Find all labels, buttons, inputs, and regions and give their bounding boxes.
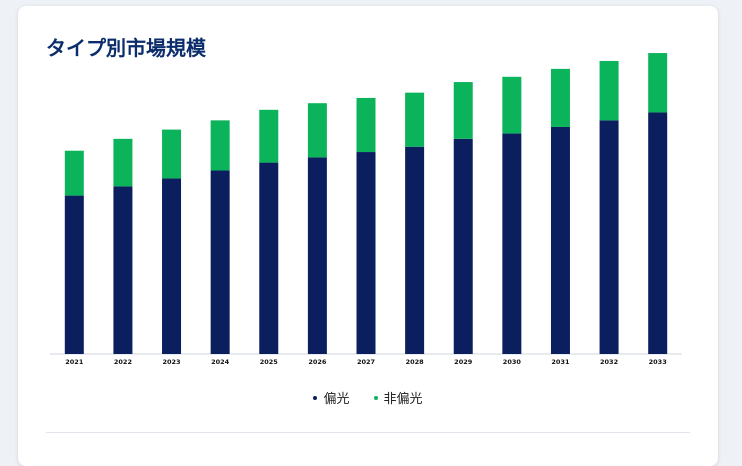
- x-tick-label-2024: 2024: [211, 358, 230, 366]
- legend-marker-polarized: [313, 395, 318, 400]
- bar-non-polarized-2023[interactable]: [162, 129, 182, 179]
- bar-non-polarized-2026[interactable]: [307, 103, 327, 158]
- bar-non-polarized-2022[interactable]: [113, 138, 133, 187]
- bar-polarized-2027[interactable]: [356, 152, 376, 354]
- bar-polarized-2022[interactable]: [113, 186, 133, 354]
- x-tick-label-2028: 2028: [406, 358, 425, 366]
- bar-non-polarized-2030[interactable]: [502, 76, 522, 134]
- x-tick-label-2029: 2029: [454, 358, 473, 366]
- bar-non-polarized-2021[interactable]: [64, 150, 84, 196]
- bar-polarized-2024[interactable]: [210, 170, 230, 354]
- bar-non-polarized-2031[interactable]: [550, 68, 570, 127]
- bar-non-polarized-2033[interactable]: [648, 53, 668, 113]
- chart-title: タイプ別市場規模: [46, 36, 206, 60]
- bar-polarized-2026[interactable]: [307, 157, 327, 354]
- bar-polarized-2032[interactable]: [599, 120, 619, 354]
- chart-legend: 偏光 非偏光: [18, 388, 718, 407]
- bar-chart: 2021 2022 2023 2024 2025 2026 2027 2028 2029 2030…: [50, 53, 682, 366]
- bar-polarized-2025[interactable]: [259, 162, 279, 354]
- bar-non-polarized-2027[interactable]: [356, 97, 376, 153]
- x-tick-label-2021: 2021: [65, 358, 84, 366]
- legend-label-polarized: 偏光: [323, 392, 350, 407]
- x-tick-label-2033: 2033: [649, 358, 667, 366]
- chart-card: タイプ別市場規模 2021 2022 2023 2024 2025 2026 2027 202…: [18, 6, 718, 466]
- legend-item-non-polarized[interactable]: 非偏光: [373, 388, 423, 407]
- bar-non-polarized-2032[interactable]: [599, 60, 619, 121]
- legend-label-non-polarized: 非偏光: [383, 392, 423, 407]
- x-tick-label-2031: 2031: [551, 358, 570, 366]
- x-tick-label-2032: 2032: [600, 358, 618, 366]
- bar-polarized-2023[interactable]: [162, 178, 182, 354]
- x-tick-label-2022: 2022: [114, 358, 132, 366]
- bar-non-polarized-2028[interactable]: [405, 92, 425, 147]
- bar-non-polarized-2029[interactable]: [453, 82, 473, 139]
- legend-marker-non-polarized: [373, 395, 378, 400]
- x-tick-label-2030: 2030: [503, 358, 522, 366]
- bar-polarized-2031[interactable]: [550, 126, 570, 355]
- bar-polarized-2033[interactable]: [648, 112, 668, 354]
- bar-polarized-2021[interactable]: [64, 195, 84, 354]
- x-tick-label-2027: 2027: [357, 358, 375, 366]
- card-divider: [46, 432, 690, 433]
- bar-polarized-2029[interactable]: [453, 138, 473, 354]
- legend-item-polarized[interactable]: 偏光: [313, 388, 350, 407]
- x-tick-label-2023: 2023: [162, 358, 180, 366]
- bar-polarized-2030[interactable]: [502, 133, 522, 354]
- bar-non-polarized-2025[interactable]: [259, 109, 279, 163]
- bar-non-polarized-2024[interactable]: [210, 120, 230, 171]
- x-tick-label-2025: 2025: [260, 358, 279, 366]
- bar-polarized-2028[interactable]: [405, 146, 425, 354]
- x-tick-label-2026: 2026: [308, 358, 327, 366]
